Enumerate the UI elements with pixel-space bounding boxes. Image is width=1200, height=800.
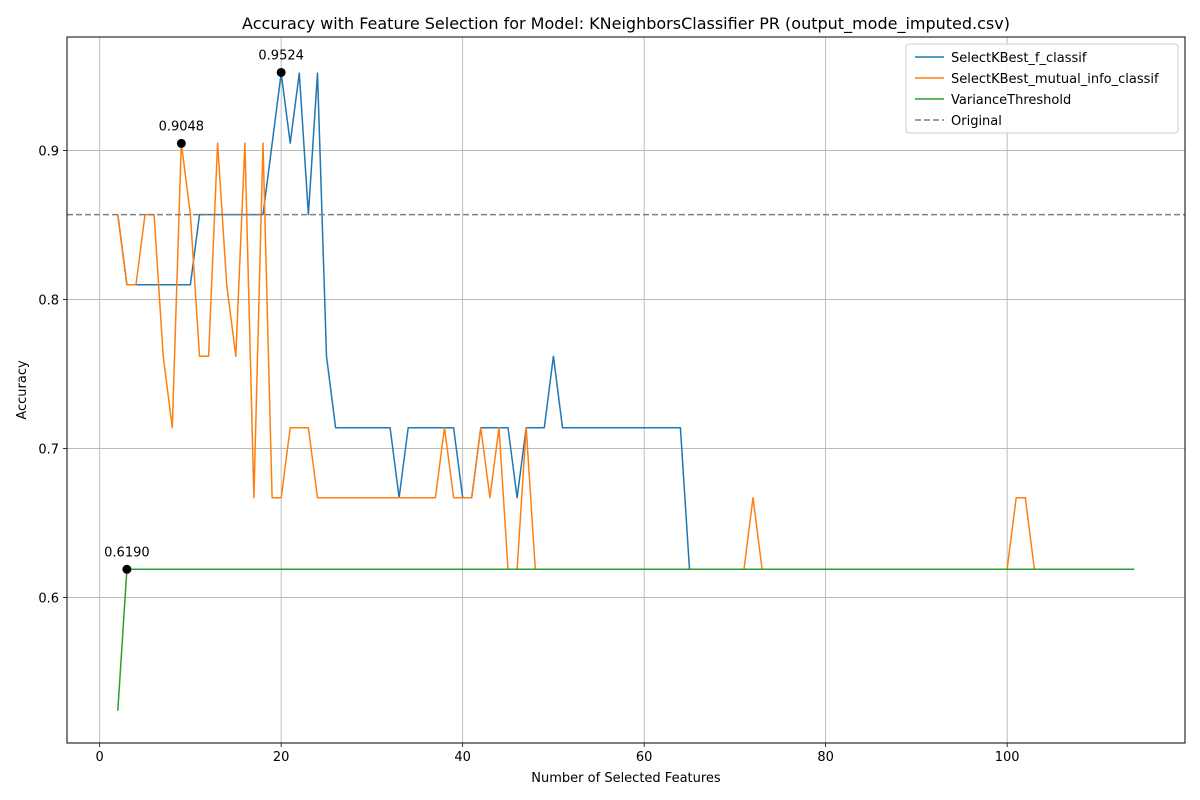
series-line-selectkbest-mutual-info-classif [117, 142, 1135, 571]
y-tick-label: 0.8 [38, 294, 59, 309]
annotation-point [276, 67, 286, 77]
grid [67, 37, 1185, 743]
annotation-label: 0.9048 [159, 119, 205, 134]
plot-frame [66, 36, 1186, 744]
x-tick-label: 80 [817, 750, 834, 765]
annotation-markers: 0.9524 0.9048 0.6190 [104, 48, 304, 574]
x-tick-label: 100 [995, 750, 1020, 765]
y-tick-label: 0.7 [38, 443, 59, 458]
legend-label-original: Original [951, 114, 1002, 129]
legend-label-selectkbest-mutual-info-classif: SelectKBest_mutual_info_classif [951, 72, 1159, 87]
x-axis-label: Number of Selected Features [531, 771, 721, 786]
chart-title: Accuracy with Feature Selection for Mode… [242, 14, 1010, 34]
annotation-point [122, 564, 132, 574]
legend: SelectKBest_f_classif SelectKBest_mutual_… [905, 43, 1179, 134]
x-tick-label: 20 [273, 750, 290, 765]
axis-ticks: 0 20 40 60 80 100 0.6 0.7 0.8 0.9 [38, 145, 1019, 765]
legend-label-selectkbest-f-classif: SelectKBest_f_classif [951, 51, 1087, 66]
x-tick-label: 0 [96, 750, 104, 765]
plot-area [67, 72, 1185, 711]
x-tick-label: 60 [636, 750, 653, 765]
annotation-point [176, 138, 186, 148]
y-tick-label: 0.6 [38, 592, 59, 607]
annotation-label: 0.6190 [104, 545, 150, 560]
x-tick-label: 40 [454, 750, 471, 765]
y-tick-label: 0.9 [38, 145, 59, 160]
series-line-variancethreshold [117, 568, 1135, 711]
legend-box [905, 43, 1179, 134]
annotation-label: 0.9524 [258, 48, 304, 63]
series-line-selectkbest-f-classif [117, 72, 1135, 571]
y-axis-label: Accuracy [15, 360, 30, 420]
legend-label-variancethreshold: VarianceThreshold [951, 93, 1071, 108]
